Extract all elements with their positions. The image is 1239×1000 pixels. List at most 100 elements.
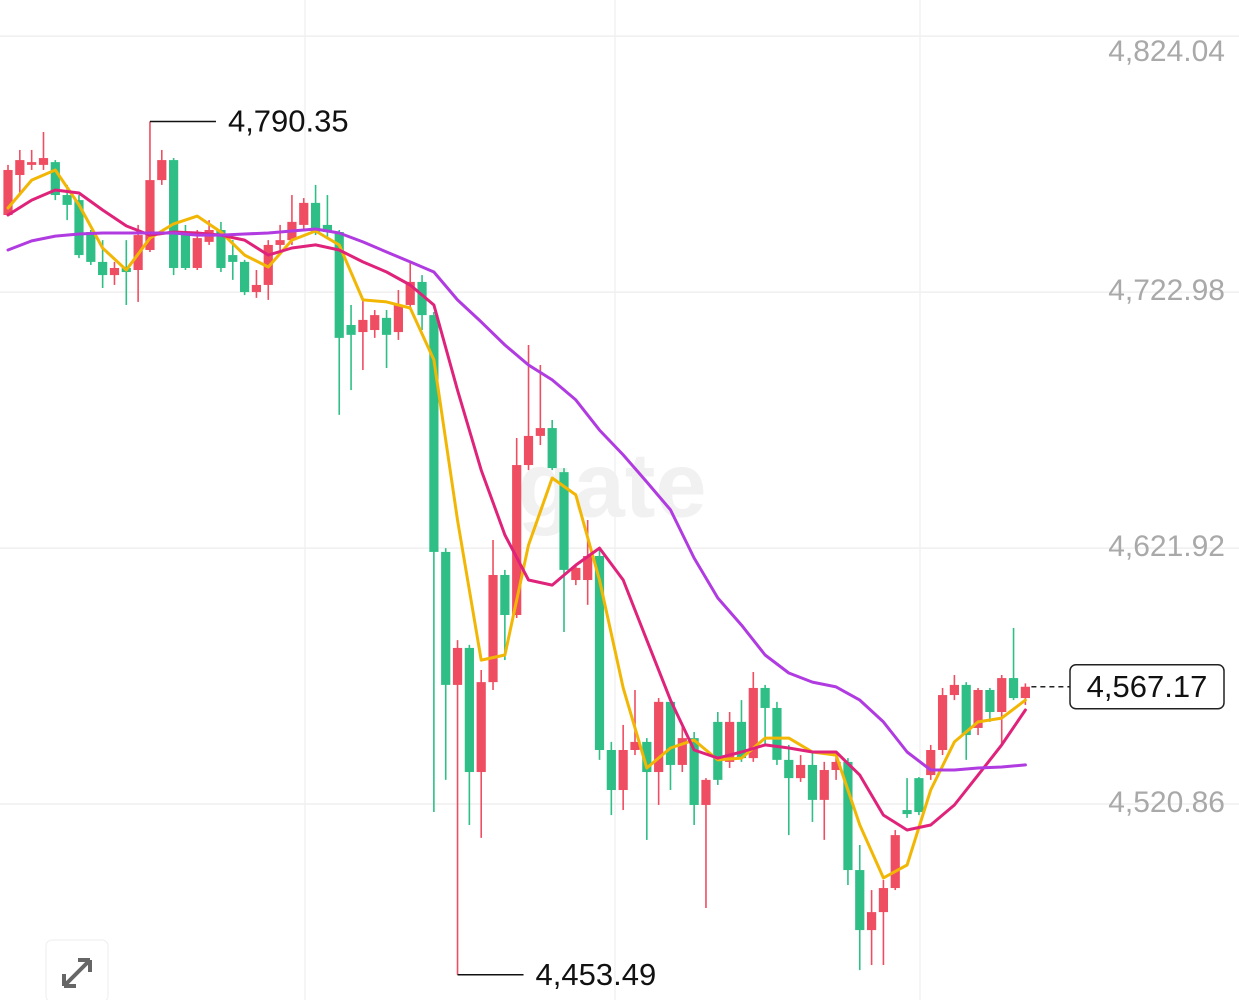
expand-button[interactable]	[45, 939, 109, 1000]
candle-body	[98, 261, 108, 276]
candle-body	[275, 240, 285, 245]
candle-body	[429, 315, 439, 552]
candle-body	[772, 707, 782, 760]
candle-body	[665, 701, 676, 765]
candle-body	[594, 555, 605, 750]
candle-body	[15, 160, 25, 176]
candle-body	[74, 200, 84, 256]
candle-body	[571, 567, 581, 581]
labels: 4,824.04 4,722.98 4,621.92 4,520.86 4,790.35…	[149, 35, 1225, 992]
candle-body	[452, 647, 463, 685]
candle-body	[251, 284, 262, 293]
candle-body	[523, 435, 534, 466]
candle-body	[878, 888, 889, 913]
candle-body	[914, 778, 924, 813]
grid	[0, 35, 1239, 805]
candle-body	[701, 779, 711, 805]
candle-body	[618, 750, 628, 791]
candle-body	[1020, 686, 1030, 699]
candle-body	[334, 232, 344, 338]
candle-body	[145, 180, 155, 250]
candle-body	[902, 810, 912, 815]
candle-body	[109, 267, 120, 276]
candle-body	[973, 689, 983, 728]
candle-body	[985, 689, 995, 713]
candle-body	[169, 160, 179, 268]
candle-body	[441, 551, 451, 685]
expand-button-bg[interactable]	[45, 939, 109, 1000]
candle-body	[86, 232, 96, 262]
candle-body	[961, 684, 971, 736]
annotation-label: 4,790.35	[228, 104, 349, 139]
candle-body	[500, 574, 510, 615]
candle-body	[157, 160, 167, 181]
candle-body	[180, 232, 191, 268]
candle-body	[417, 281, 427, 316]
candle-body	[997, 678, 1007, 713]
candle-body	[476, 682, 486, 773]
candle-body	[855, 870, 865, 931]
candle-body	[3, 169, 13, 216]
candle-body	[583, 555, 593, 581]
y-tick-label: 4,621.92	[1108, 530, 1225, 563]
candle-body	[831, 761, 841, 771]
candle-body	[512, 465, 522, 615]
candle-body	[559, 472, 569, 570]
candle-body	[393, 304, 403, 333]
candle-body	[807, 764, 818, 800]
candle-body	[606, 750, 616, 791]
y-tick-label: 4,722.98	[1108, 274, 1225, 307]
ma-line	[6, 168, 1027, 880]
y-tick-label: 4,824.04	[1108, 35, 1225, 68]
candle-body	[299, 202, 309, 225]
candle-body	[370, 315, 380, 331]
candle-body	[760, 687, 770, 708]
candle-body	[630, 741, 640, 750]
candle-body	[725, 721, 735, 762]
candle-body	[736, 721, 747, 759]
candle-body	[937, 695, 948, 750]
candle-body	[547, 428, 557, 469]
candle-body	[50, 162, 60, 196]
candle-body	[784, 759, 794, 779]
annotation-label: 4,453.49	[536, 957, 657, 992]
candle-body	[748, 687, 758, 759]
candle-body	[689, 738, 699, 805]
candle-body	[890, 835, 900, 889]
expand-icon	[62, 958, 92, 988]
candle-body	[488, 574, 498, 683]
last-price-label: 4,567.17	[1087, 669, 1208, 704]
candle-body	[866, 912, 877, 931]
candle-body	[310, 202, 321, 233]
watermark: gate	[517, 434, 706, 536]
candle-body	[346, 324, 356, 335]
candle-body	[819, 770, 829, 800]
candle-body	[796, 764, 806, 779]
candle-body	[62, 195, 72, 205]
candle-body	[535, 428, 545, 436]
candle-body	[642, 741, 652, 773]
candle-body	[228, 255, 238, 262]
candle-body	[405, 281, 415, 305]
y-tick-label: 4,520.86	[1108, 786, 1225, 819]
candle-body	[1008, 678, 1019, 699]
candle-body	[240, 261, 250, 293]
candle-body	[38, 158, 49, 165]
candle-body	[192, 238, 202, 268]
candle-body	[677, 738, 687, 765]
moving-averages	[6, 168, 1027, 880]
ma-line	[6, 227, 1027, 772]
candle-body	[949, 684, 959, 696]
candle-body	[713, 721, 723, 780]
candle-body	[843, 761, 853, 871]
candle-body	[322, 224, 333, 233]
last-price-box	[1069, 664, 1225, 710]
candle-body	[216, 229, 226, 268]
candle-body	[358, 319, 368, 333]
candle-body	[926, 750, 936, 776]
candle-body	[464, 647, 474, 773]
candle-body	[654, 701, 664, 773]
candle-body	[381, 317, 392, 335]
candle-body	[27, 162, 37, 165]
